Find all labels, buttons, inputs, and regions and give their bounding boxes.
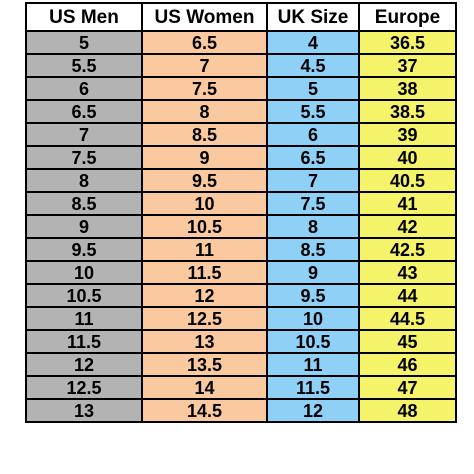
table-row: 9.5 11 8.5 42.5 [25,237,457,262]
cell-us-men: 6 [25,76,143,101]
cell-uk-size: 6.5 [266,145,360,170]
cell-us-men: 11.5 [25,329,143,354]
cell-us-men: 5.5 [25,53,143,78]
cell-europe: 45 [358,329,457,354]
cell-uk-size: 5 [266,76,360,101]
header-us-women: US Women [141,2,268,32]
cell-us-men: 8.5 [25,191,143,216]
table-row: 6 7.5 5 38 [25,76,457,101]
cell-us-women: 14 [141,375,268,400]
cell-us-women: 13.5 [141,352,268,377]
cell-us-women: 12.5 [141,306,268,331]
table-row: 8.5 10 7.5 41 [25,191,457,216]
table-row: 10.5 12 9.5 44 [25,283,457,308]
table-row: 10 11.5 9 43 [25,260,457,285]
cell-us-women: 9.5 [141,168,268,193]
cell-europe: 47 [358,375,457,400]
cell-us-men: 10.5 [25,283,143,308]
cell-us-women: 8.5 [141,122,268,147]
cell-us-men: 7.5 [25,145,143,170]
cell-us-women: 14.5 [141,398,268,423]
cell-us-men: 9.5 [25,237,143,262]
size-conversion-table: US Men US Women UK Size Europe 5 6.5 4 36.5… [25,2,457,423]
table-row: 11.5 13 10.5 45 [25,329,457,354]
cell-us-women: 12 [141,283,268,308]
cell-europe: 39 [358,122,457,147]
cell-us-men: 5 [25,30,143,55]
table-header: US Men US Women UK Size Europe [25,2,457,32]
header-uk-size: UK Size [266,2,360,32]
cell-us-men: 8 [25,168,143,193]
cell-us-women: 9 [141,145,268,170]
cell-uk-size: 8.5 [266,237,360,262]
table-row: 8 9.5 7 40.5 [25,168,457,193]
table-row: 6.5 8 5.5 38.5 [25,99,457,124]
size-chart: US Men US Women UK Size Europe 5 6.5 4 36.5… [25,2,457,423]
cell-europe: 42.5 [358,237,457,262]
cell-europe: 40.5 [358,168,457,193]
cell-uk-size: 9.5 [266,283,360,308]
cell-europe: 44.5 [358,306,457,331]
cell-us-women: 11 [141,237,268,262]
cell-uk-size: 9 [266,260,360,285]
cell-europe: 40 [358,145,457,170]
cell-us-men: 11 [25,306,143,331]
cell-us-women: 7.5 [141,76,268,101]
table-row: 12 13.5 11 46 [25,352,457,377]
table-row: 12.5 14 11.5 47 [25,375,457,400]
cell-europe: 36.5 [358,30,457,55]
cell-uk-size: 11 [266,352,360,377]
cell-us-men: 7 [25,122,143,147]
cell-uk-size: 4.5 [266,53,360,78]
cell-us-women: 10.5 [141,214,268,239]
cell-us-men: 12.5 [25,375,143,400]
cell-europe: 46 [358,352,457,377]
cell-uk-size: 5.5 [266,99,360,124]
cell-europe: 43 [358,260,457,285]
cell-uk-size: 7 [266,168,360,193]
table-row: 5 6.5 4 36.5 [25,30,457,55]
cell-uk-size: 12 [266,398,360,423]
cell-europe: 42 [358,214,457,239]
header-row: US Men US Women UK Size Europe [25,2,457,32]
table-row: 13 14.5 12 48 [25,398,457,423]
cell-europe: 38.5 [358,99,457,124]
table-row: 7.5 9 6.5 40 [25,145,457,170]
cell-us-men: 9 [25,214,143,239]
cell-uk-size: 11.5 [266,375,360,400]
cell-uk-size: 4 [266,30,360,55]
table-body: 5 6.5 4 36.5 5.5 7 4.5 37 6 7.5 5 38 6.5 8 5.5 38.5 7 8.5… [25,30,457,423]
cell-us-women: 10 [141,191,268,216]
cell-us-men: 12 [25,352,143,377]
cell-uk-size: 8 [266,214,360,239]
cell-europe: 44 [358,283,457,308]
cell-europe: 41 [358,191,457,216]
cell-europe: 48 [358,398,457,423]
cell-us-men: 6.5 [25,99,143,124]
cell-uk-size: 6 [266,122,360,147]
cell-us-women: 8 [141,99,268,124]
cell-us-women: 7 [141,53,268,78]
table-row: 7 8.5 6 39 [25,122,457,147]
cell-us-men: 13 [25,398,143,423]
header-us-men: US Men [25,2,143,32]
cell-us-men: 10 [25,260,143,285]
table-row: 9 10.5 8 42 [25,214,457,239]
cell-uk-size: 10 [266,306,360,331]
cell-uk-size: 7.5 [266,191,360,216]
header-europe: Europe [358,2,457,32]
cell-us-women: 13 [141,329,268,354]
cell-uk-size: 10.5 [266,329,360,354]
table-row: 11 12.5 10 44.5 [25,306,457,331]
cell-us-women: 6.5 [141,30,268,55]
cell-europe: 38 [358,76,457,101]
cell-europe: 37 [358,53,457,78]
cell-us-women: 11.5 [141,260,268,285]
table-row: 5.5 7 4.5 37 [25,53,457,78]
